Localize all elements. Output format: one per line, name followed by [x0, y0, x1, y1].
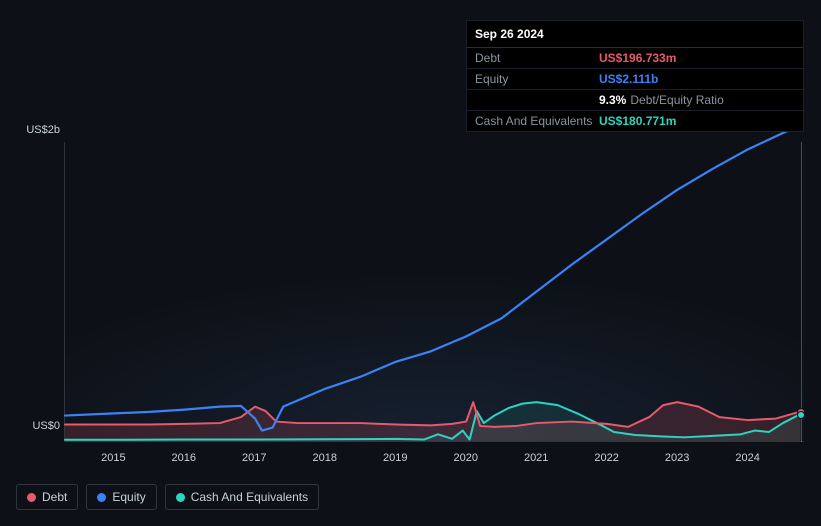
y-axis-label-min: US$0: [20, 420, 60, 432]
x-axis-tick: 2023: [665, 452, 689, 464]
tooltip-row: DebtUS$196.733m: [467, 48, 803, 69]
debt-equity-chart: US$2b US$0 20152016201720182019202020212…: [16, 120, 806, 460]
tooltip-row-ratio: 9.3%Debt/Equity Ratio: [599, 93, 724, 107]
series-fill-debt: [65, 402, 801, 441]
tooltip-row-value: US$180.771m: [599, 114, 676, 128]
legend-label: Cash And Equivalents: [191, 490, 308, 504]
hover-marker-cash: [797, 411, 805, 419]
x-axis-tick: 2017: [242, 452, 266, 464]
y-axis-label-max: US$2b: [20, 124, 60, 136]
legend-label: Equity: [112, 490, 145, 504]
legend-label: Debt: [42, 490, 67, 504]
legend-swatch-debt: [27, 493, 36, 502]
series-line-equity: [65, 125, 801, 430]
tooltip-row: 9.3%Debt/Equity Ratio: [467, 90, 803, 111]
tooltip-date: Sep 26 2024: [467, 21, 803, 48]
chart-legend: Debt Equity Cash And Equivalents: [16, 484, 319, 510]
legend-item-debt[interactable]: Debt: [16, 484, 78, 510]
tooltip-row-value: US$196.733m: [599, 51, 676, 65]
x-axis-tick: 2019: [383, 452, 407, 464]
x-axis-tick: 2024: [735, 452, 759, 464]
tooltip-row-label: Cash And Equivalents: [475, 114, 599, 128]
legend-swatch-equity: [97, 493, 106, 502]
tooltip-row: EquityUS$2.111b: [467, 69, 803, 90]
legend-item-equity[interactable]: Equity: [86, 484, 156, 510]
x-axis-tick: 2015: [101, 452, 125, 464]
x-axis-tick: 2018: [313, 452, 337, 464]
x-axis-tick: 2016: [172, 452, 196, 464]
tooltip-row-label: Equity: [475, 72, 599, 86]
x-axis-tick: 2022: [594, 452, 618, 464]
chart-tooltip: Sep 26 2024 DebtUS$196.733mEquityUS$2.11…: [466, 20, 804, 132]
legend-item-cash[interactable]: Cash And Equivalents: [165, 484, 319, 510]
tooltip-row-label: [475, 93, 599, 107]
tooltip-row-label: Debt: [475, 51, 599, 65]
hover-guideline: [801, 142, 802, 442]
x-axis-tick: 2020: [453, 452, 477, 464]
plot-area[interactable]: [64, 142, 804, 442]
tooltip-row-value: US$2.111b: [599, 72, 658, 86]
tooltip-row: Cash And EquivalentsUS$180.771m: [467, 111, 803, 131]
legend-swatch-cash: [176, 493, 185, 502]
x-axis-tick: 2021: [524, 452, 548, 464]
